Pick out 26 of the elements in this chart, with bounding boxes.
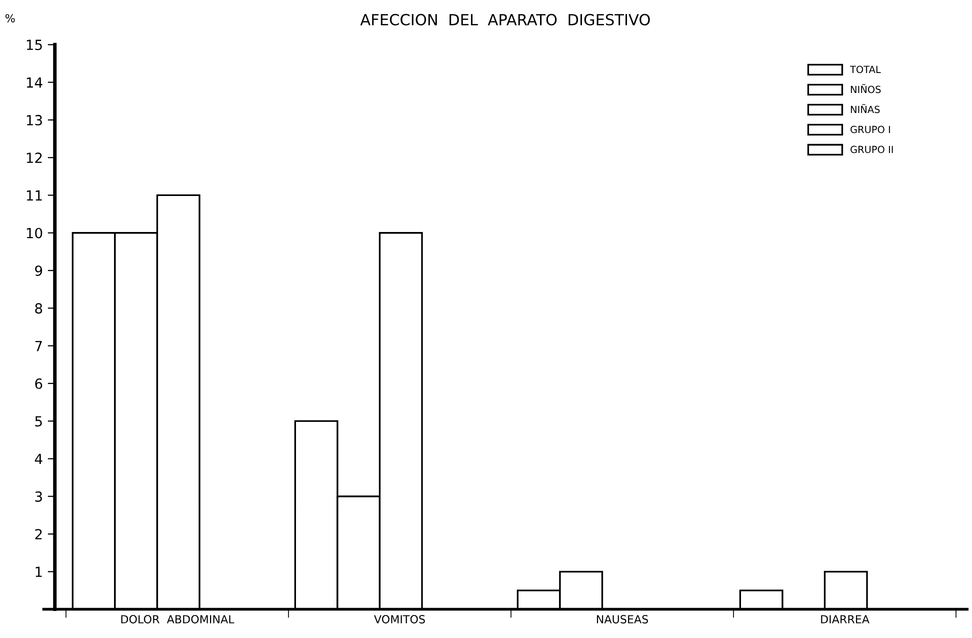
y-tick-label: 15 bbox=[26, 40, 42, 50]
y-axis-title: % bbox=[5, 14, 15, 22]
y-tick-label: 3 bbox=[35, 491, 42, 502]
x-tick-label: VOMITOS bbox=[374, 615, 425, 624]
x-tick-label: DOLOR ABDOMINAL bbox=[121, 615, 234, 624]
legend-label: GRUPO II bbox=[850, 146, 893, 154]
y-tick-label: 7 bbox=[35, 340, 42, 352]
y-tick-label: 10 bbox=[26, 228, 42, 238]
y-tick-label: 13 bbox=[26, 114, 42, 126]
y-tick-label: 8 bbox=[35, 303, 42, 314]
y-tick-label: 4 bbox=[34, 454, 42, 464]
y-tick-label: 14 bbox=[26, 77, 42, 88]
y-tick-label: 2 bbox=[35, 528, 42, 540]
x-tick-label: DIARREA bbox=[821, 615, 870, 624]
y-tick-label: 12 bbox=[26, 152, 42, 163]
legend-label: NIÑAS bbox=[850, 104, 880, 114]
legend-label: TOTAL bbox=[850, 66, 881, 74]
y-tick-label: 5 bbox=[35, 416, 42, 427]
legend-label: NIÑOS bbox=[850, 84, 881, 94]
x-tick-label: NAUSEAS bbox=[596, 615, 648, 624]
y-tick-label: 1 bbox=[36, 566, 42, 577]
y-tick-label: 9 bbox=[35, 265, 42, 276]
legend-label: GRUPO I bbox=[850, 126, 890, 134]
chart-title: AFECCION DEL APARATO DIGESTIVO bbox=[360, 14, 650, 26]
y-tick-label: 11 bbox=[26, 190, 42, 201]
y-tick-label: 6 bbox=[35, 378, 42, 389]
